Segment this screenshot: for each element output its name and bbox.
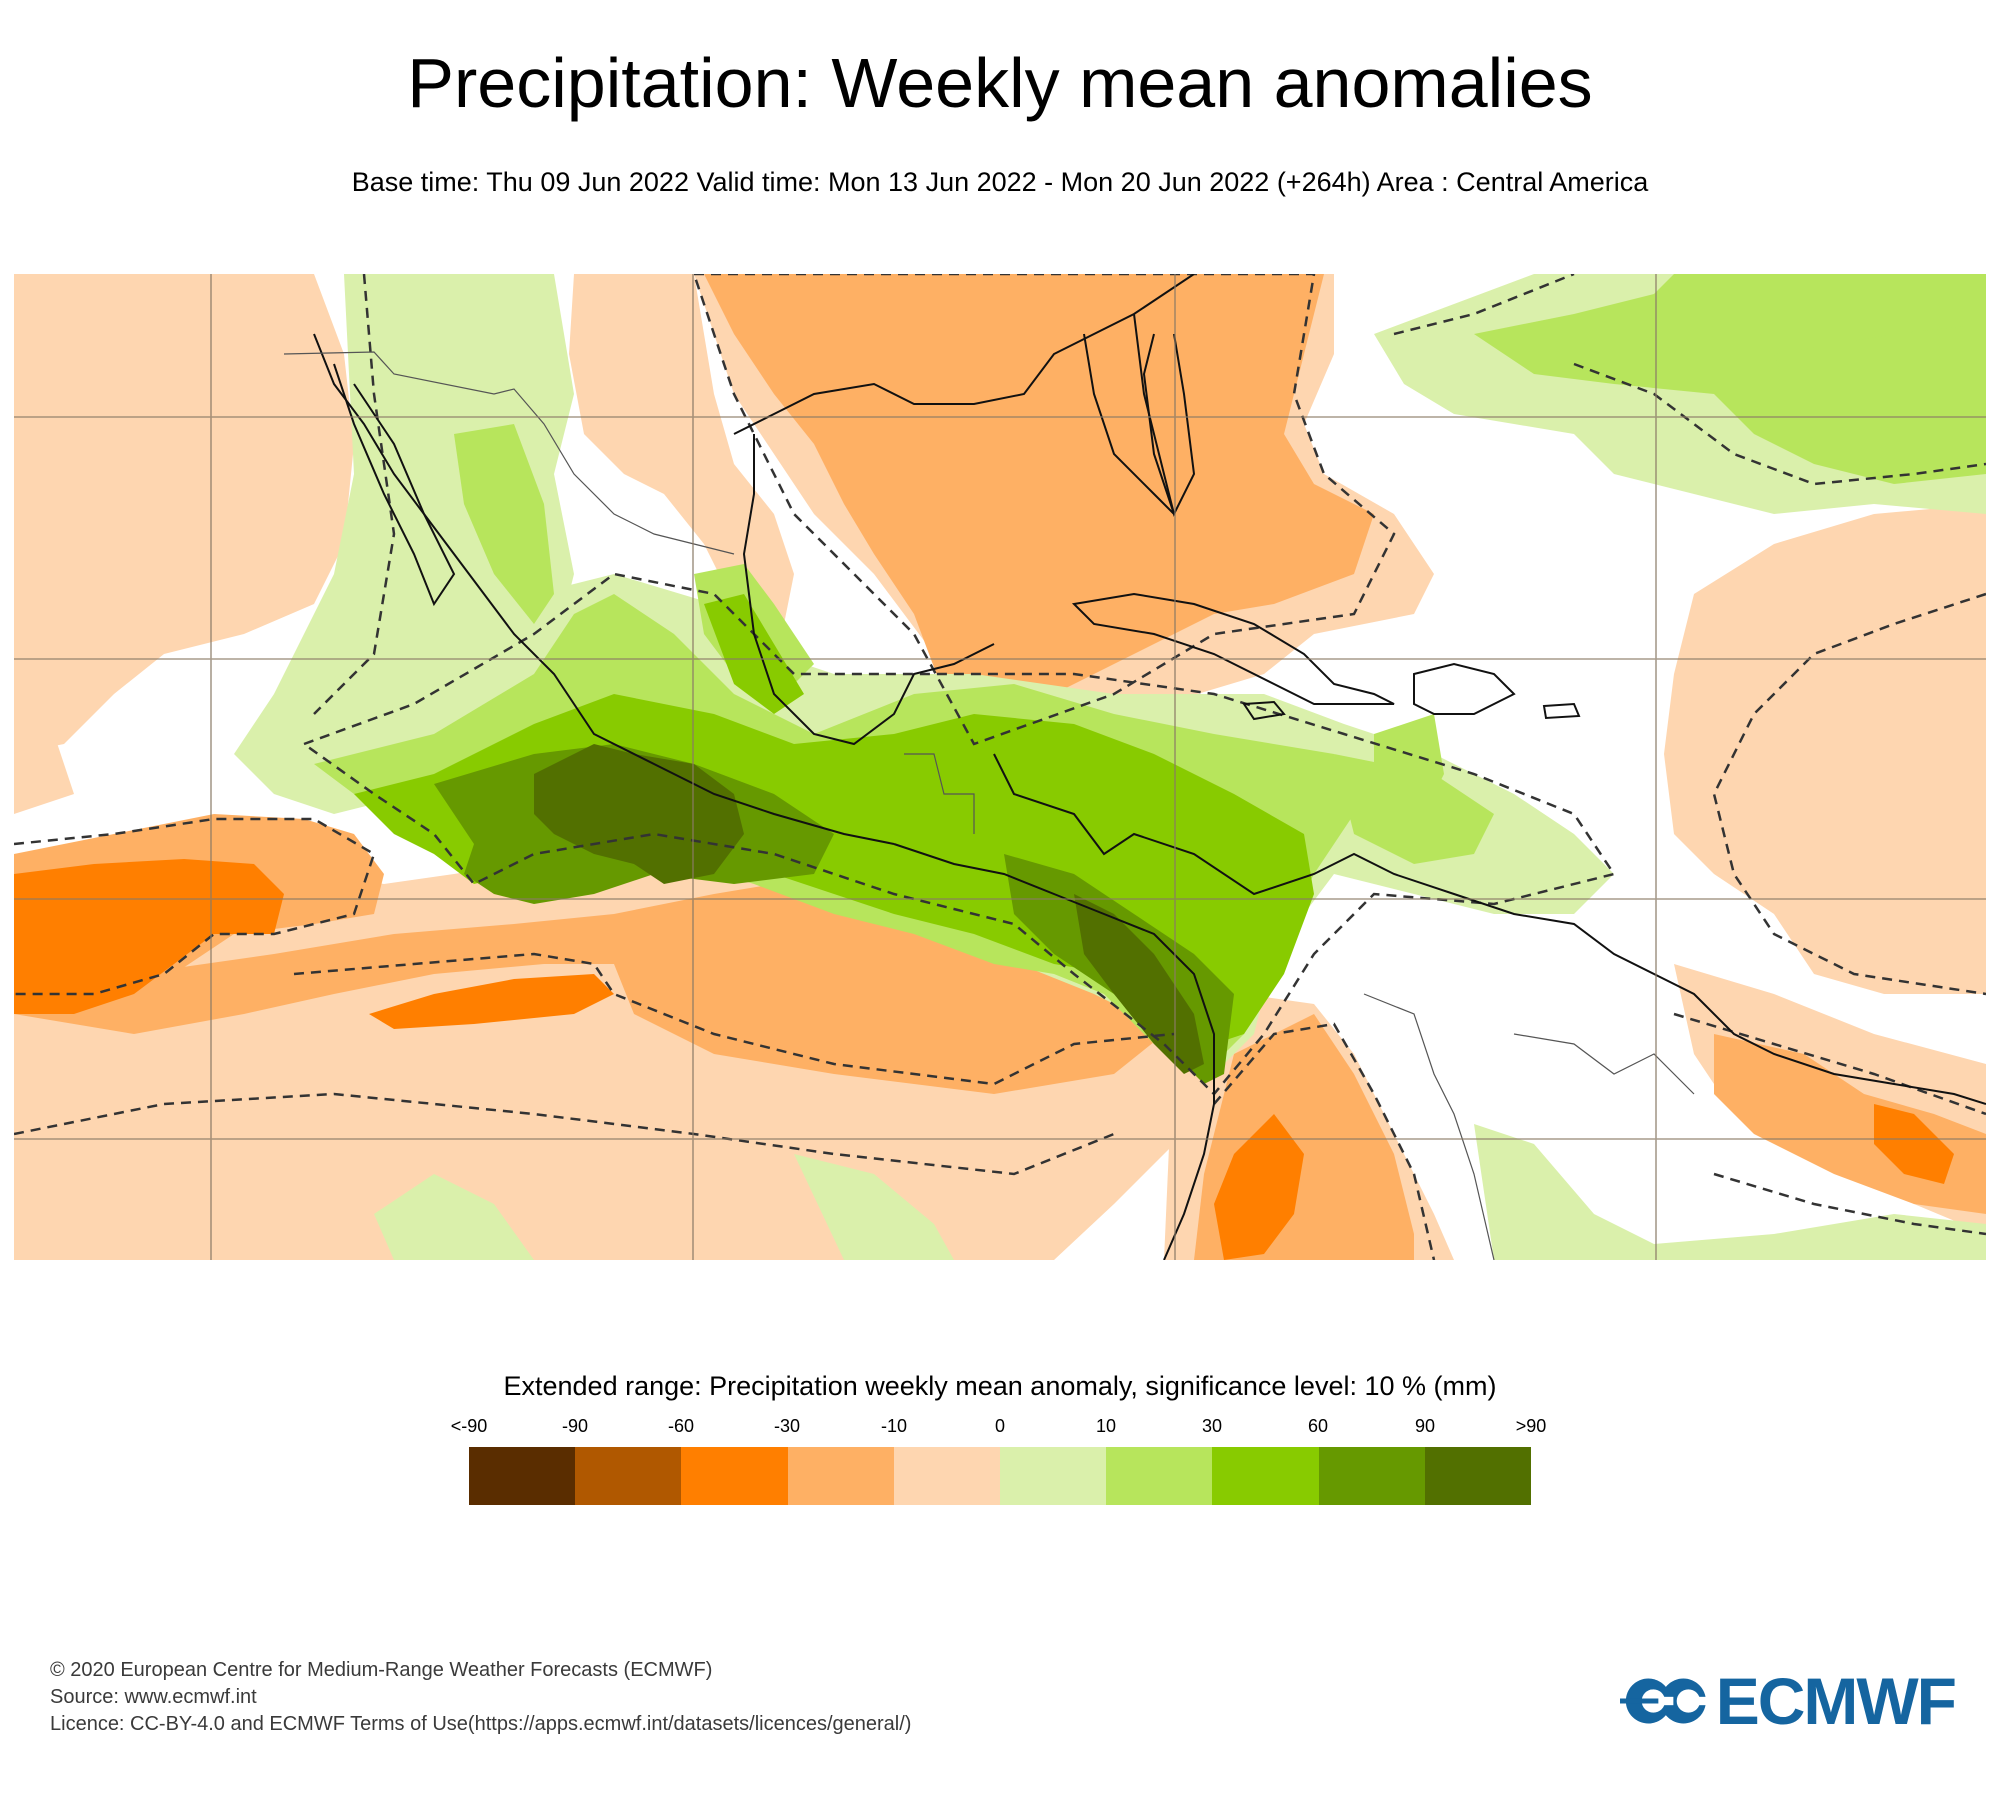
significance-contour-guianas (1673, 1012, 1986, 1236)
field-0-10-amazon (1474, 1124, 1986, 1260)
field-m60-m30-pacific-west (14, 859, 284, 1014)
significance-contour-pacific-band (293, 952, 1175, 1086)
legend-swatch (575, 1447, 682, 1505)
field-m10-0-gulf-west (569, 274, 794, 624)
copyright-text: © 2020 European Centre for Medium-Range … (50, 1659, 713, 1681)
licence-text: Licence: CC-BY-4.0 and ECMWF Terms of Us… (50, 1713, 912, 1735)
legend-tick-label: 90 (1414, 1416, 1436, 1436)
legend-tick-label: 10 (1095, 1416, 1117, 1436)
legend-tick-label: -60 (667, 1416, 694, 1436)
coastline-south-america-west (1163, 1103, 1215, 1260)
ecmwf-logo: ECMWF (1620, 1664, 1957, 1738)
legend-tick-label: 0 (994, 1416, 1005, 1436)
country-borders (283, 351, 1695, 1260)
significance-contour-south (14, 1092, 1115, 1176)
precipitation-anomaly-map (14, 274, 1986, 1260)
border-us-mexico (283, 351, 735, 555)
coastline-mexico-west (313, 333, 895, 845)
coastline-central-america (893, 753, 1986, 1105)
map-canvas (14, 274, 1986, 1260)
legend-tick-label: <-90 (450, 1416, 488, 1436)
legend-swatch (1212, 1447, 1319, 1505)
page-title: Precipitation: Weekly mean anomalies (407, 44, 1593, 122)
border-venezuela-colombia (1363, 993, 1495, 1260)
significance-contour-atlantic (1393, 274, 1986, 486)
field-m30-m10-southeast-us (704, 274, 1374, 734)
field-m60-m30-venezuela (1874, 1104, 1954, 1184)
coastline-jamaica (1242, 700, 1286, 721)
coastline-florida (1133, 313, 1196, 517)
legend-tick-label: -10 (880, 1416, 907, 1436)
field-m60-m30-colombia (1214, 1114, 1304, 1260)
field-m10-0-atlantic-east (1664, 504, 1986, 994)
coastline-mexico-east (742, 434, 995, 746)
legend-tick-label: -90 (561, 1416, 588, 1436)
legend-ticks: <-90 -90 -60 -30 -10 0 10 30 60 90 >90 (0, 1414, 2000, 1438)
ecmwf-logo-icon (1620, 1678, 1712, 1724)
coastline-cuba (1071, 592, 1395, 705)
anomaly-fields (14, 274, 1986, 1260)
legend-swatch (469, 1447, 576, 1505)
coastline-puerto-rico (1542, 702, 1581, 720)
legend-tick-label: 60 (1307, 1416, 1329, 1436)
legend-tick-label: >90 (1515, 1416, 1547, 1436)
coastline-baja (333, 363, 456, 607)
legend-tick-label: 30 (1201, 1416, 1223, 1436)
field-m10-0-northwest (14, 274, 354, 754)
legend-title: Extended range: Precipitation weekly mea… (503, 1371, 1497, 1401)
legend-colorbar (469, 1447, 1532, 1505)
field-gt90-panama (1074, 894, 1204, 1074)
significance-contour-baja (313, 274, 396, 715)
coastlines (313, 274, 1986, 1260)
legend-swatch (681, 1447, 788, 1505)
field-m10-0-pacific-west (14, 634, 94, 814)
legend-swatch (1318, 1447, 1425, 1505)
legend-swatch (1000, 1447, 1107, 1505)
significance-contours (14, 274, 1986, 1260)
significance-contour-colombia (1213, 1022, 1436, 1260)
legend-swatch (1424, 1447, 1532, 1505)
field-10-30-atlantic-east (1774, 324, 1986, 484)
field-m60-m30-pacific-center (369, 974, 614, 1029)
legend-tick-label: -30 (773, 1416, 800, 1436)
coastline-us-gulf (733, 274, 1195, 515)
coastline-hispaniola (1413, 662, 1516, 715)
border-guatemala (904, 753, 975, 834)
significance-contour-atlantic-east (1712, 592, 1986, 996)
field-gt90-pacific (534, 744, 744, 884)
field-0-10-galapagos (794, 1154, 954, 1260)
logo-text: ECMWF (1715, 1664, 1957, 1738)
forecast-subtitle: Base time: Thu 09 Jun 2022 Valid time: M… (351, 167, 1649, 197)
footer-credits: © 2020 European Centre for Medium-Range … (50, 1657, 911, 1738)
significance-contour-pacific-west (14, 817, 376, 996)
graticule (14, 274, 1986, 1260)
significance-contour-central (301, 572, 1617, 1096)
source-text: Source: www.ecmwf.int (50, 1686, 257, 1708)
border-brazil (1513, 1033, 1695, 1095)
field-30-60-mexico-east (704, 594, 804, 714)
field-10-30-colombia (1374, 714, 1444, 834)
legend-swatch (1106, 1447, 1213, 1505)
legend-swatch (893, 1447, 1001, 1505)
field-0-10-south-pacific (374, 1174, 534, 1260)
field-10-30-mexico-north (454, 424, 554, 624)
legend-swatch (787, 1447, 894, 1505)
